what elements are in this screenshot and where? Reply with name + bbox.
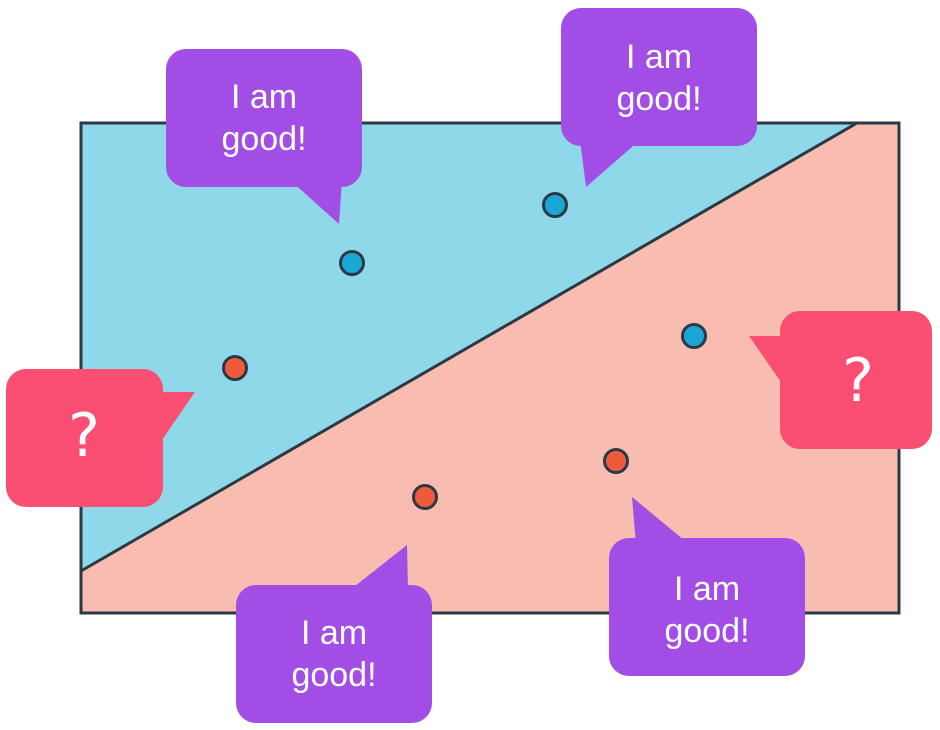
decision-boundary [80, 121, 858, 573]
region-bottom-pink [81, 123, 899, 613]
question-mark: ? [842, 346, 874, 416]
bubble-text-line2: good! [291, 656, 376, 694]
speech-bubble-top-left: I am good! [166, 49, 362, 224]
point-blue-1 [339, 250, 365, 276]
point-blue-misclassified [681, 323, 707, 349]
speech-bubble-top-right: I am good! [561, 8, 757, 187]
point-red-1 [412, 484, 438, 510]
bubble-text-line2: good! [616, 80, 701, 118]
bubble-text-line1: I am [674, 570, 740, 608]
point-red-misclassified [222, 355, 248, 381]
question-mark: ? [68, 401, 100, 471]
point-blue-2 [542, 192, 568, 218]
question-bubble-left: ? [6, 369, 195, 507]
bubble-text-line1: I am [626, 38, 692, 76]
question-bubble-right: ? [749, 311, 932, 449]
bubble-text-line2: good! [221, 120, 306, 158]
point-red-2 [603, 448, 629, 474]
speech-bubble-bottom-right: I am good! [609, 497, 805, 676]
speech-bubble-bottom-left: I am good! [236, 545, 432, 723]
bubble-text-line2: good! [664, 612, 749, 650]
bubble-text-line1: I am [301, 614, 367, 652]
bubble-text-line1: I am [231, 78, 297, 116]
